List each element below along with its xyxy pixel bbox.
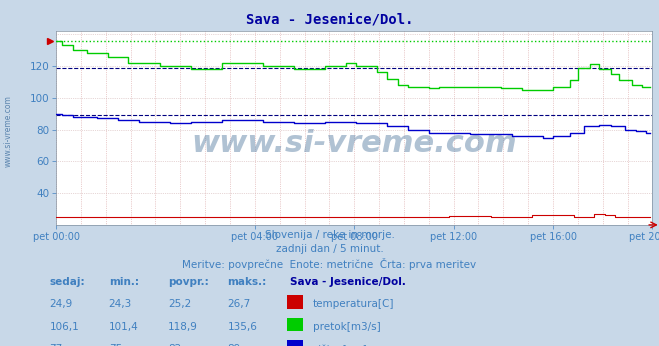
Text: višina[cm]: višina[cm] bbox=[313, 344, 368, 346]
Text: povpr.:: povpr.: bbox=[168, 277, 209, 287]
Text: www.si-vreme.com: www.si-vreme.com bbox=[3, 95, 13, 167]
Text: Slovenija / reke in morje.: Slovenija / reke in morje. bbox=[264, 230, 395, 240]
Text: Sava - Jesenice/Dol.: Sava - Jesenice/Dol. bbox=[246, 12, 413, 26]
Text: zadnji dan / 5 minut.: zadnji dan / 5 minut. bbox=[275, 244, 384, 254]
Text: 101,4: 101,4 bbox=[109, 322, 138, 332]
Text: www.si-vreme.com: www.si-vreme.com bbox=[191, 129, 517, 158]
Text: maks.:: maks.: bbox=[227, 277, 267, 287]
Text: 82: 82 bbox=[168, 344, 181, 346]
Text: 26,7: 26,7 bbox=[227, 299, 250, 309]
Text: sedaj:: sedaj: bbox=[49, 277, 85, 287]
Text: 24,3: 24,3 bbox=[109, 299, 132, 309]
Text: 118,9: 118,9 bbox=[168, 322, 198, 332]
Text: temperatura[C]: temperatura[C] bbox=[313, 299, 395, 309]
Text: 25,2: 25,2 bbox=[168, 299, 191, 309]
Text: 24,9: 24,9 bbox=[49, 299, 72, 309]
Text: min.:: min.: bbox=[109, 277, 139, 287]
Text: Meritve: povprečne  Enote: metrične  Črta: prva meritev: Meritve: povprečne Enote: metrične Črta:… bbox=[183, 258, 476, 270]
Text: 77: 77 bbox=[49, 344, 63, 346]
Text: 135,6: 135,6 bbox=[227, 322, 257, 332]
Text: 89: 89 bbox=[227, 344, 241, 346]
Text: 106,1: 106,1 bbox=[49, 322, 79, 332]
Text: 75: 75 bbox=[109, 344, 122, 346]
Text: pretok[m3/s]: pretok[m3/s] bbox=[313, 322, 381, 332]
Text: Sava - Jesenice/Dol.: Sava - Jesenice/Dol. bbox=[290, 277, 406, 287]
